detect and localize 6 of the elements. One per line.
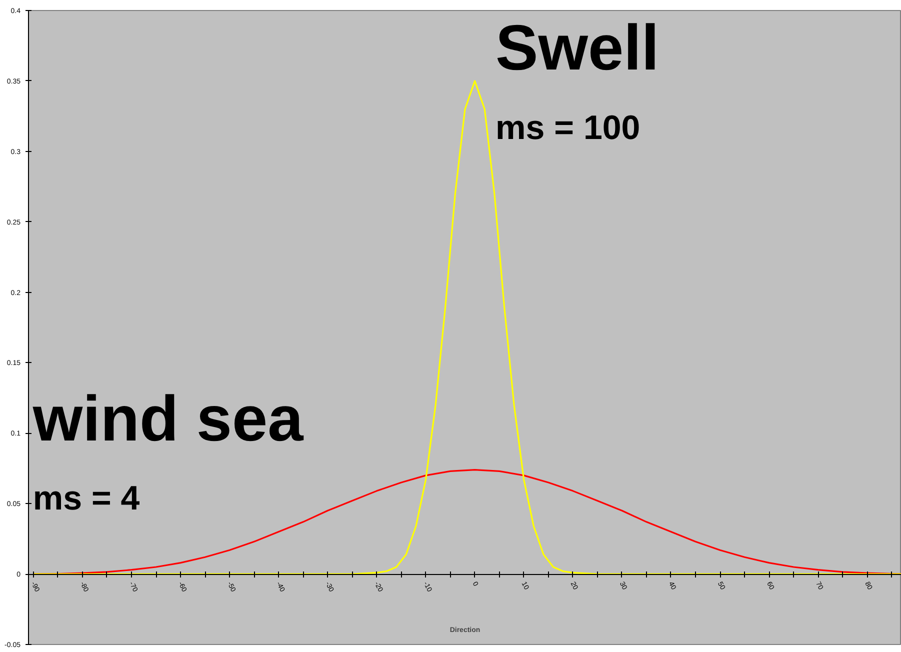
annotation: ms = 100 xyxy=(496,108,640,147)
series-label: Swell xyxy=(496,11,660,84)
series-label: wind sea xyxy=(32,382,304,454)
line-series xyxy=(32,469,901,575)
line-series xyxy=(32,80,901,575)
annotation: ms = 4 xyxy=(32,480,140,518)
